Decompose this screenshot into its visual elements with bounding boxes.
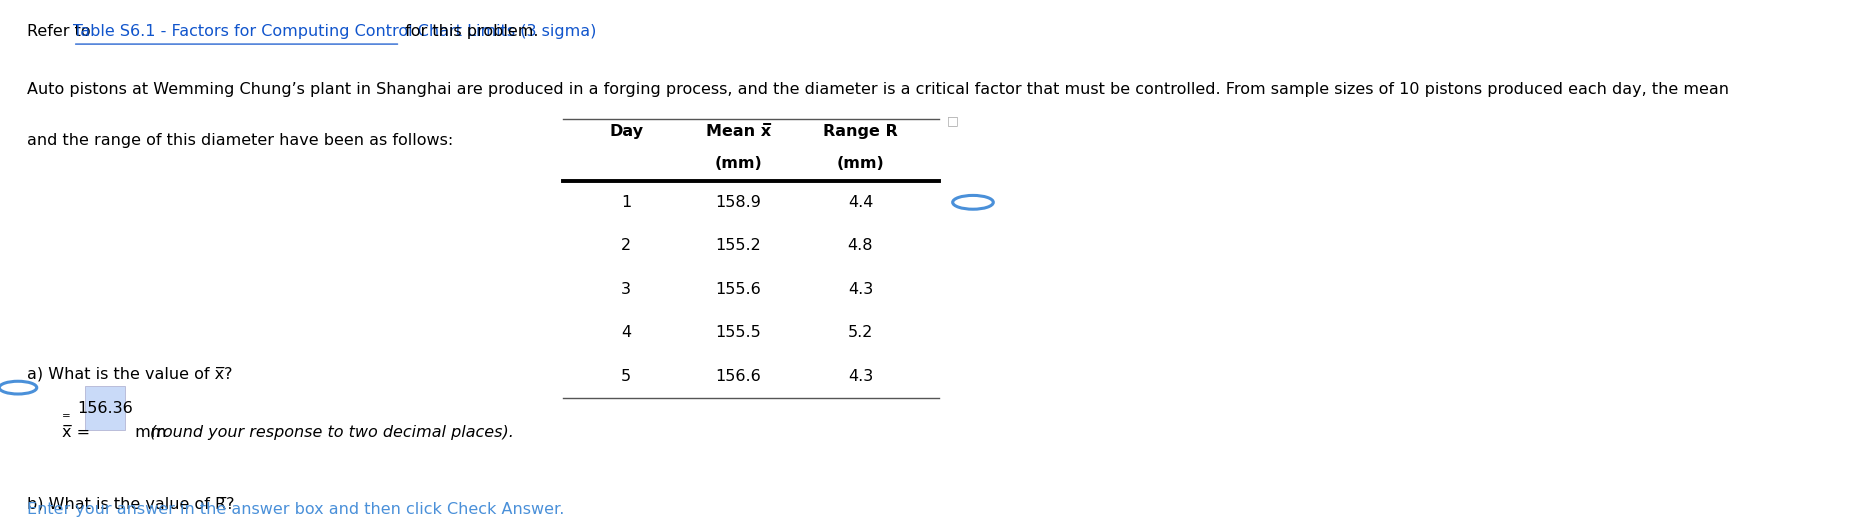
Text: 158.9: 158.9: [716, 195, 762, 210]
Text: b) What is the value of R̅?: b) What is the value of R̅?: [28, 496, 235, 511]
Text: Auto pistons at Wemming Chung’s plant in Shanghai are produced in a forging proc: Auto pistons at Wemming Chung’s plant in…: [28, 82, 1730, 97]
Text: 4.4: 4.4: [847, 195, 873, 210]
Text: (mm): (mm): [714, 156, 762, 170]
Text: a) What is the value of x̅̅?: a) What is the value of x̅̅?: [28, 366, 234, 381]
Text: 4.8: 4.8: [847, 238, 873, 253]
Text: and the range of this diameter have been as follows:: and the range of this diameter have been…: [28, 133, 454, 148]
Text: 4.3: 4.3: [847, 282, 873, 297]
Text: 155.6: 155.6: [716, 282, 762, 297]
Text: Day: Day: [608, 124, 643, 139]
Text: 155.2: 155.2: [716, 238, 762, 253]
Text: Refer to: Refer to: [28, 24, 96, 39]
Text: 156.36: 156.36: [78, 401, 133, 416]
Text: 5.2: 5.2: [847, 326, 873, 340]
Text: 1: 1: [621, 195, 630, 210]
Text: 3: 3: [621, 282, 630, 297]
Text: 4.3: 4.3: [847, 369, 873, 384]
Text: 156.6: 156.6: [716, 369, 762, 384]
Text: Enter your answer in the answer box and then click Check Answer.: Enter your answer in the answer box and …: [28, 502, 565, 517]
Text: =: =: [61, 412, 70, 422]
Text: x̅ =: x̅ =: [61, 425, 95, 440]
Text: 2: 2: [621, 238, 630, 253]
Text: 155.5: 155.5: [716, 326, 762, 340]
Text: (mm): (mm): [836, 156, 884, 170]
Text: for this problem.: for this problem.: [400, 24, 540, 39]
Text: 4: 4: [621, 326, 630, 340]
Text: mm: mm: [130, 425, 171, 440]
Text: Mean x̅: Mean x̅: [706, 124, 771, 139]
Text: Table S6.1 - Factors for Computing Control Chart Limits (3 sigma): Table S6.1 - Factors for Computing Contr…: [72, 24, 597, 39]
FancyBboxPatch shape: [85, 386, 124, 430]
Text: (round your response to two decimal places).: (round your response to two decimal plac…: [150, 425, 514, 440]
Text: □: □: [946, 114, 959, 127]
Text: Range R: Range R: [823, 124, 897, 139]
Text: 5: 5: [621, 369, 630, 384]
